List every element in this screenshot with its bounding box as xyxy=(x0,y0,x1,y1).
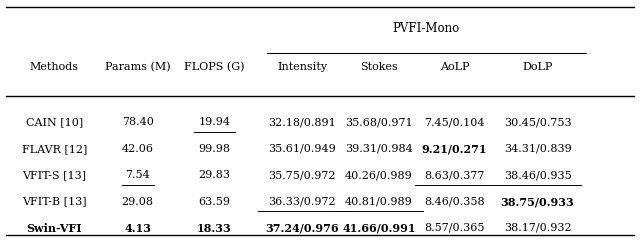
Text: 39.31/0.984: 39.31/0.984 xyxy=(345,144,413,154)
Text: 78.40: 78.40 xyxy=(122,117,154,127)
Text: 42.06: 42.06 xyxy=(122,144,154,154)
Text: 8.46/0.358: 8.46/0.358 xyxy=(424,197,484,207)
Text: VFIT-B [13]: VFIT-B [13] xyxy=(22,197,86,207)
Text: 30.45/0.753: 30.45/0.753 xyxy=(504,117,572,127)
Text: VFIT-S [13]: VFIT-S [13] xyxy=(22,170,86,180)
Text: DoLP: DoLP xyxy=(522,62,553,72)
Text: 9.21/0.271: 9.21/0.271 xyxy=(422,143,487,154)
Text: 8.57/0.365: 8.57/0.365 xyxy=(424,223,484,233)
Text: CAIN [10]: CAIN [10] xyxy=(26,117,83,127)
Text: 37.24/0.976: 37.24/0.976 xyxy=(265,222,339,234)
Text: 35.61/0.949: 35.61/0.949 xyxy=(268,144,336,154)
Text: FLOPS (G): FLOPS (G) xyxy=(184,62,244,72)
Text: 35.68/0.971: 35.68/0.971 xyxy=(345,117,413,127)
Text: 41.66/0.991: 41.66/0.991 xyxy=(342,222,415,234)
Text: Stokes: Stokes xyxy=(360,62,397,72)
Text: 36.33/0.972: 36.33/0.972 xyxy=(268,197,336,207)
Text: 29.08: 29.08 xyxy=(122,197,154,207)
Text: 38.75/0.933: 38.75/0.933 xyxy=(500,196,575,207)
Text: 35.75/0.972: 35.75/0.972 xyxy=(268,170,336,180)
Text: 4.13: 4.13 xyxy=(124,222,151,234)
Text: PVFI-Mono: PVFI-Mono xyxy=(392,22,460,35)
Text: Methods: Methods xyxy=(30,62,79,72)
Text: FLAVR [12]: FLAVR [12] xyxy=(22,144,87,154)
Text: 38.46/0.935: 38.46/0.935 xyxy=(504,170,572,180)
Text: 32.18/0.891: 32.18/0.891 xyxy=(268,117,336,127)
Text: 18.33: 18.33 xyxy=(197,222,232,234)
Text: 34.31/0.839: 34.31/0.839 xyxy=(504,144,572,154)
Text: 7.54: 7.54 xyxy=(125,170,150,180)
Text: Swin-VFI: Swin-VFI xyxy=(27,222,82,234)
Text: 99.98: 99.98 xyxy=(198,144,230,154)
Text: Intensity: Intensity xyxy=(277,62,327,72)
Text: 19.94: 19.94 xyxy=(198,117,230,127)
Text: Params (M): Params (M) xyxy=(105,62,170,72)
Text: 7.45/0.104: 7.45/0.104 xyxy=(424,117,484,127)
Text: 8.63/0.377: 8.63/0.377 xyxy=(424,170,484,180)
Text: 38.17/0.932: 38.17/0.932 xyxy=(504,223,572,233)
Text: 40.26/0.989: 40.26/0.989 xyxy=(345,170,413,180)
Text: 63.59: 63.59 xyxy=(198,197,230,207)
Text: 29.83: 29.83 xyxy=(198,170,230,180)
Text: 40.81/0.989: 40.81/0.989 xyxy=(345,197,413,207)
Text: AoLP: AoLP xyxy=(440,62,469,72)
